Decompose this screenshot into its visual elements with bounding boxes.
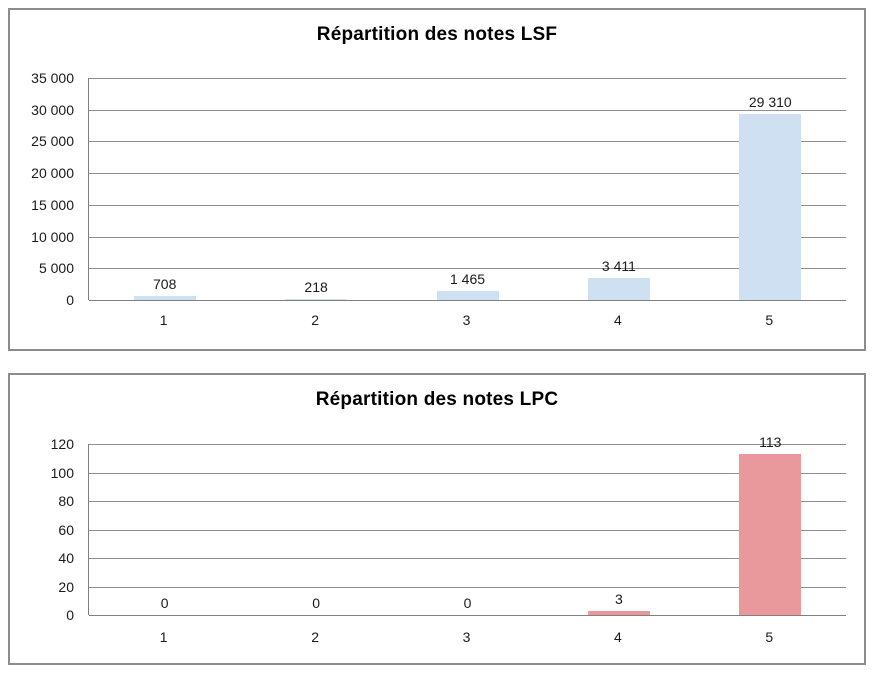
y-tick-label: 20	[58, 578, 74, 595]
y-tick-label: 10 000	[31, 228, 74, 245]
x-axis-lpc: 1 2 3 4 5	[88, 629, 845, 647]
x-tick-label: 5	[765, 629, 774, 645]
gridline	[89, 529, 846, 531]
y-tick-label: 80	[58, 493, 74, 509]
bar-value-label: 113	[759, 433, 782, 450]
plot-area-lsf: 708 218 1 465 3 411 29 310	[88, 78, 846, 301]
chart-title-lsf: Répartition des notes LSF	[316, 24, 558, 45]
x-tick-label: 3	[462, 312, 471, 328]
gridline	[89, 586, 846, 588]
x-tick-label: 4	[613, 629, 622, 645]
gridline	[89, 558, 846, 559]
gridline	[89, 501, 846, 502]
gridline	[89, 109, 846, 111]
bar-value-label: 3 411	[601, 258, 636, 275]
x-tick-label: 2	[311, 629, 319, 645]
x-axis-line	[89, 615, 846, 616]
y-tick-label: 0	[66, 292, 74, 308]
bar-category-5	[739, 453, 802, 615]
gridline	[89, 472, 846, 474]
bar-category-5	[739, 114, 802, 300]
x-tick-label: 5	[765, 312, 774, 328]
gridline	[89, 236, 846, 238]
y-tick-label: 35 000	[31, 70, 74, 86]
x-tick-label: 2	[311, 312, 319, 328]
bar-value-label: 1 465	[449, 270, 486, 287]
y-axis-lpc: 120 100 80 60 40 20 0	[10, 436, 74, 623]
y-tick-label: 60	[58, 521, 74, 538]
gridline	[89, 78, 846, 79]
y-tick-label: 15 000	[31, 196, 74, 213]
bar-value-label: 29 310	[748, 94, 792, 111]
bar-value-label: 0	[463, 595, 472, 611]
gridline	[89, 173, 846, 175]
chart-title-lpc: Répartition des notes LPC	[315, 389, 559, 410]
x-tick-label: 4	[613, 312, 622, 328]
chart-panel-lsf: Répartition des notes LSF 35 000 30 000 25…	[8, 8, 866, 351]
x-tick-label: 3	[462, 629, 471, 645]
y-tick-label: 0	[66, 607, 74, 623]
bar-category-1	[133, 295, 196, 300]
gridline	[89, 444, 846, 445]
bar-value-label: 0	[160, 595, 169, 611]
y-tick-label: 100	[50, 464, 74, 481]
y-tick-label: 120	[50, 436, 74, 452]
bar-category-2	[285, 298, 348, 300]
bar-value-label: 218	[304, 278, 328, 295]
y-tick-label: 5 000	[38, 260, 74, 277]
bar-category-4	[587, 278, 650, 300]
y-tick-label: 40	[58, 550, 74, 566]
bar-value-label: 3	[614, 590, 623, 607]
y-tick-label: 30 000	[31, 101, 74, 118]
x-tick-label: 1	[159, 629, 168, 645]
x-tick-label: 1	[159, 312, 168, 328]
gridline	[89, 268, 846, 270]
bar-category-4	[587, 610, 650, 615]
chart-panel-lpc: Répartition des notes LPC 120 100 80 60 40 20…	[8, 373, 866, 665]
y-tick-label: 25 000	[31, 133, 74, 150]
plot-area-lpc: 0 0 0 3 113	[88, 434, 846, 616]
bar-value-label: 708	[153, 275, 177, 292]
x-axis-line	[89, 300, 846, 301]
y-axis-lsf: 35 000 30 000 25 000 20 000 15 000 10 000 5 00…	[10, 70, 74, 308]
gridline	[89, 141, 846, 143]
bar-value-label: 0	[312, 595, 320, 611]
bar-category-3	[436, 290, 499, 300]
x-axis-lsf: 1 2 3 4 5	[88, 312, 845, 330]
y-tick-label: 20 000	[31, 165, 74, 182]
gridline	[89, 204, 846, 206]
